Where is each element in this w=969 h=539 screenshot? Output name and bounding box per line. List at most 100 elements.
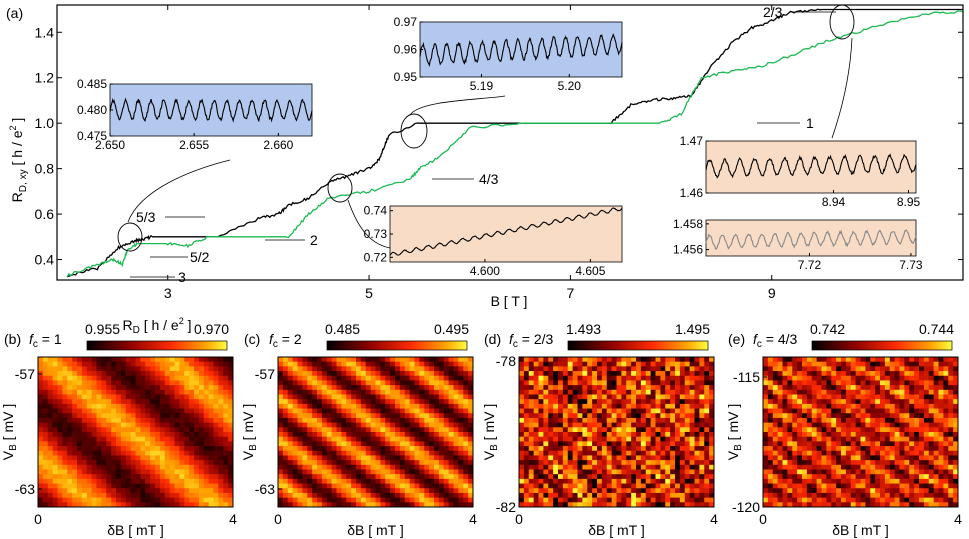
heatmap-cell (699, 469, 705, 475)
heatmap-cell (208, 361, 214, 367)
heatmap-cell (577, 408, 583, 414)
heatmap-cell (850, 413, 857, 419)
heatmap-cell (650, 422, 656, 428)
heatmap-cell (140, 446, 146, 452)
heatmap-cell (845, 450, 852, 456)
heatmap-cell (870, 389, 876, 395)
heatmap-cell (553, 446, 559, 452)
heatmap-cell (519, 417, 525, 424)
heatmap-cell (91, 371, 97, 377)
heatmap-cell (533, 450, 539, 456)
heatmap-cell (558, 464, 564, 470)
heatmap-cell (880, 399, 886, 405)
heatmap-cell (287, 375, 294, 381)
heatmap-cell (562, 488, 569, 494)
heatmap-cell (385, 450, 391, 456)
heatmap-cell (438, 366, 445, 372)
heatmap-cell (111, 441, 117, 447)
heatmap-cell (533, 488, 539, 494)
heatmap-cell (558, 497, 564, 503)
colorbar-max-label: 1.495 (675, 321, 710, 337)
heatmap-cell (390, 361, 396, 367)
heatmap-cell (463, 441, 469, 447)
heatmap-cell (865, 432, 871, 438)
heatmap-cell (223, 366, 229, 372)
heatmap-y-tick-label: -57 (15, 366, 35, 382)
heatmap-cell (62, 502, 68, 508)
heatmap-cell (621, 502, 627, 508)
heatmap-cell (914, 432, 920, 438)
heatmap-cell (767, 371, 774, 377)
heatmap-cell (116, 488, 122, 494)
heatmap-cell (792, 455, 798, 461)
heatmap-cell (802, 380, 808, 386)
heatmap-cell (223, 432, 229, 438)
heatmap-cell (860, 436, 866, 442)
heatmap-cell (453, 474, 459, 480)
heatmap-cell (562, 446, 569, 452)
heatmap-cell (38, 474, 44, 480)
inset-1-trace (109, 97, 313, 123)
heatmap-cell (174, 399, 180, 405)
heatmap-cell (899, 366, 905, 372)
heatmap-cell (120, 464, 127, 470)
heatmap-cell (42, 375, 49, 381)
heatmap-cell (424, 422, 430, 428)
heatmap-cell (880, 422, 886, 428)
heatmap-cell (72, 497, 78, 503)
heatmap-cell (159, 446, 166, 452)
heatmap-cell (811, 413, 818, 419)
heatmap-cell (670, 469, 676, 475)
heatmap-cell (414, 432, 420, 438)
heatmap-cell (145, 488, 151, 494)
heatmap-cell (582, 446, 588, 452)
heatmap-cell (326, 432, 333, 438)
heatmap-cell (409, 375, 415, 381)
heatmap-cell (572, 460, 578, 466)
heatmap-cell (443, 497, 450, 503)
heatmap-cell (135, 450, 141, 456)
heatmap-cell (953, 366, 959, 372)
heatmap-cell (850, 394, 857, 400)
heatmap-cell (370, 483, 376, 489)
heatmap-cell (621, 361, 627, 367)
heatmap-cell (57, 474, 63, 480)
heatmap-cell (675, 371, 681, 377)
heatmap-cell (689, 474, 695, 480)
inset-4-x-tick-label: 8.94 (822, 195, 846, 209)
heatmap-cell (562, 441, 569, 447)
heatmap-cell (626, 474, 632, 480)
heatmap-cell (179, 380, 185, 386)
heatmap-cell (57, 488, 63, 494)
heatmap-cell (341, 488, 347, 494)
heatmap-cell (899, 394, 905, 400)
heatmap-cell (72, 413, 78, 419)
heatmap-cell (650, 469, 656, 475)
heatmap-cell (203, 497, 210, 503)
heatmap-cell (287, 427, 294, 433)
heatmap-cell (317, 361, 323, 367)
heatmap-cell (278, 422, 284, 428)
heatmap-cell (631, 385, 637, 391)
heatmap-cell (140, 441, 146, 447)
heatmap-cell (213, 422, 219, 428)
heatmap-cell (709, 478, 715, 484)
heatmap-cell (865, 357, 871, 363)
heatmap-cell (538, 441, 544, 447)
heatmap-cell (47, 478, 54, 484)
heatmap-cell (341, 399, 347, 405)
heatmap-cell (797, 427, 803, 433)
heatmap-cell (948, 413, 954, 419)
heatmap-cell (150, 464, 156, 470)
heatmap-cell (684, 432, 691, 438)
heatmap-cell (179, 446, 185, 452)
heatmap-cell (198, 460, 205, 466)
heatmap-cell (631, 483, 637, 489)
heatmap-cell (665, 450, 671, 456)
heatmap-cell (870, 375, 876, 381)
heatmap-cell (855, 385, 861, 391)
heatmap-cell (341, 455, 347, 461)
heatmap-cell (443, 464, 450, 470)
heatmap-cell (845, 408, 852, 414)
